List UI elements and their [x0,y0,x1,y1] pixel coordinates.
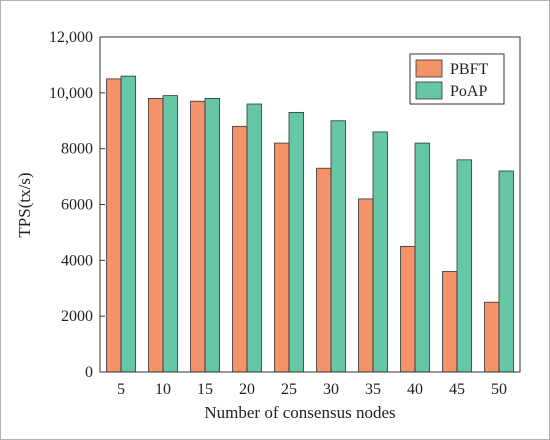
bar-poap-40 [414,142,430,373]
bar-pbft-20 [232,125,248,373]
bar-poap-20 [246,103,262,373]
x-tick-label-25: 25 [281,381,297,398]
bar-pbft-5 [106,78,122,373]
bar-poap-10 [162,95,178,373]
bar-poap-25 [288,111,304,373]
legend-swatch-pbft [415,59,443,78]
legend-label-pbft: PBFT [450,61,488,78]
bar-pbft-35 [358,198,374,373]
x-tick-label-15: 15 [197,381,213,398]
bar-poap-50 [498,170,514,373]
x-tick-label-45: 45 [449,381,465,398]
bar-poap-15 [204,98,220,373]
y-tick-label-0: 0 [85,364,93,381]
legend-swatch-poap [415,81,443,100]
bar-poap-5 [120,75,136,373]
x-axis-title: Number of consensus nodes [204,403,395,422]
bar-pbft-40 [400,245,416,373]
x-tick-label-30: 30 [323,381,339,398]
y-tick-label-2000: 2000 [61,308,93,325]
bar-poap-45 [456,159,472,373]
y-tick-label-8000: 8000 [61,141,93,158]
ticks-layer: 0 2000 4000 6000 8000 10,000 12,000 5 10 15 20 25 30… [49,29,507,398]
x-tick-label-5: 5 [117,381,125,398]
bar-pbft-25 [274,142,290,373]
x-tick-label-35: 35 [365,381,381,398]
x-tick-label-20: 20 [239,381,255,398]
y-tick-label-10000: 10,000 [49,85,93,102]
y-tick-label-12000: 12,000 [49,29,93,46]
bar-poap-35 [372,131,388,373]
y-tick-label-4000: 4000 [61,252,93,269]
x-tick-label-10: 10 [155,381,171,398]
bars-layer [106,75,514,373]
y-axis-title: TPS(tx/s) [15,172,34,237]
legend: PBFT PoAP [409,53,505,105]
bar-pbft-30 [316,167,332,373]
x-tick-label-40: 40 [407,381,423,398]
bar-poap-30 [330,120,346,373]
bar-pbft-45 [442,271,458,373]
bar-pbft-10 [148,98,164,373]
y-tick-label-6000: 6000 [61,197,93,214]
bar-pbft-15 [190,100,206,373]
x-tick-label-50: 50 [491,381,507,398]
legend-label-poap: PoAP [450,83,487,100]
bar-pbft-50 [484,301,500,373]
